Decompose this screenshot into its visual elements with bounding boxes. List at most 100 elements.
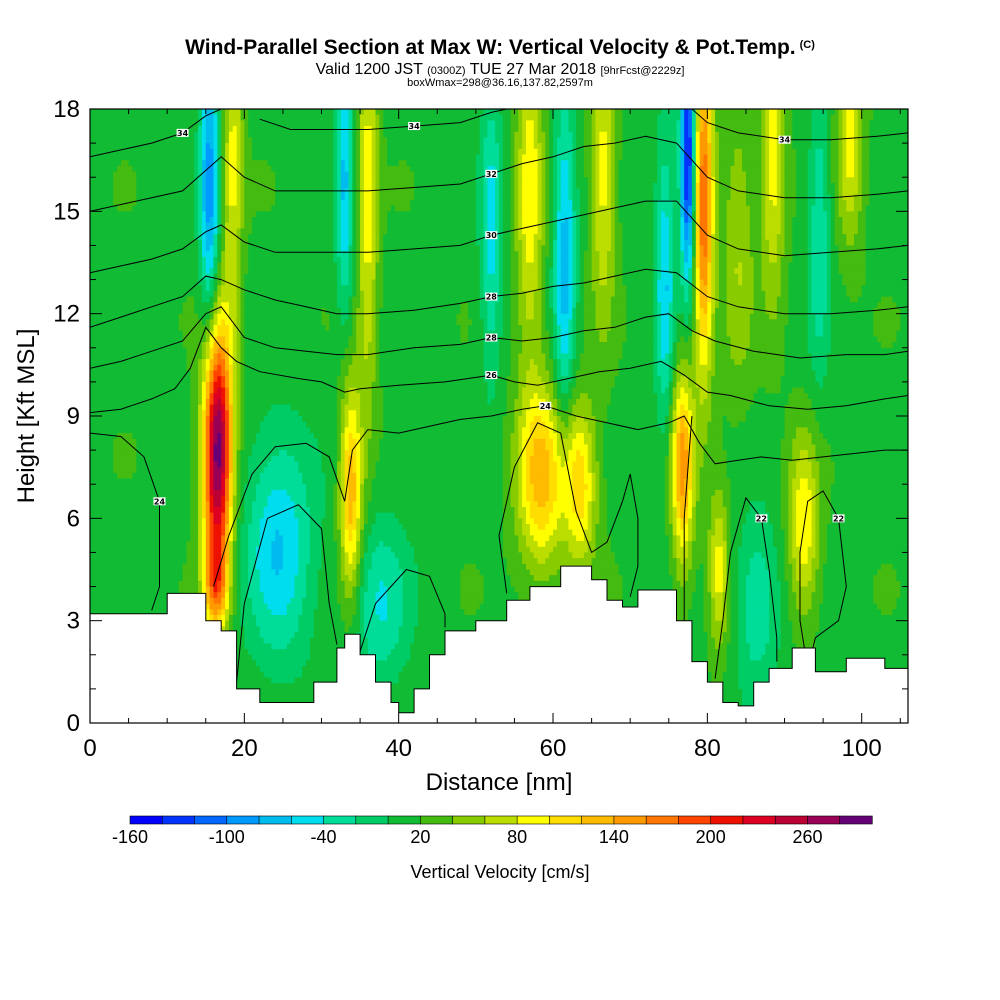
velocity-cell — [537, 217, 543, 224]
velocity-cell — [414, 177, 477, 184]
velocity-cell — [190, 421, 199, 428]
velocity-cell — [228, 410, 234, 417]
velocity-cell — [236, 364, 242, 372]
velocity-cell — [379, 182, 415, 190]
velocity-cell — [221, 438, 226, 446]
velocity-cell — [614, 279, 624, 286]
velocity-cell — [221, 393, 226, 400]
velocity-cell — [699, 302, 708, 309]
velocity-cell — [676, 154, 681, 161]
velocity-cell — [676, 126, 681, 133]
velocity-cell — [772, 524, 782, 531]
velocity-cell — [201, 296, 211, 303]
velocity-cell — [502, 205, 512, 212]
velocity-cell — [769, 194, 778, 201]
velocity-cell — [780, 472, 789, 480]
velocity-cell — [194, 228, 199, 235]
velocity-cell — [549, 467, 558, 474]
velocity-cell — [668, 262, 674, 269]
velocity-cell — [205, 467, 211, 474]
velocity-cell — [688, 472, 693, 480]
velocity-cell — [572, 222, 577, 229]
velocity-cell — [823, 313, 832, 320]
velocity-cell — [213, 495, 222, 502]
velocity-cell — [815, 410, 908, 417]
velocity-cell — [198, 109, 203, 116]
velocity-cell — [607, 143, 612, 150]
velocity-cell — [811, 279, 828, 286]
velocity-cell — [201, 217, 207, 224]
velocity-cell — [502, 296, 512, 303]
velocity-cell — [556, 404, 562, 411]
velocity-cell — [865, 234, 908, 241]
velocity-cell — [526, 444, 535, 451]
velocity-cell — [221, 154, 226, 161]
velocity-cell — [213, 472, 222, 480]
velocity-cell — [819, 467, 836, 474]
velocity-cell — [514, 205, 519, 212]
velocity-cell — [213, 438, 218, 446]
velocity-cell — [672, 228, 681, 235]
velocity-cell — [715, 131, 720, 139]
velocity-cell — [730, 518, 747, 525]
velocity-cell — [556, 347, 562, 355]
velocity-cell — [356, 239, 361, 247]
velocity-cell — [209, 404, 215, 411]
velocity-cell — [213, 512, 222, 519]
velocity-cell — [556, 262, 562, 269]
velocity-cell — [699, 120, 705, 127]
velocity-cell — [715, 518, 724, 525]
velocity-cell — [830, 290, 847, 298]
velocity-cell — [730, 501, 751, 508]
velocity-cell — [232, 450, 238, 457]
velocity-cell — [375, 512, 396, 519]
velocity-cell — [510, 336, 523, 343]
velocity-cell — [680, 211, 685, 218]
velocity-cell — [792, 489, 797, 497]
velocity-cell — [861, 160, 871, 167]
velocity-cell — [695, 319, 701, 326]
velocity-cell — [221, 194, 226, 201]
velocity-cell — [873, 109, 908, 116]
velocity-cell — [90, 421, 191, 428]
velocity-cell — [811, 222, 828, 229]
velocity-cell — [707, 234, 712, 241]
velocity-cell — [553, 131, 562, 139]
velocity-cell — [749, 251, 762, 258]
velocity-cell — [344, 535, 350, 542]
velocity-cell — [537, 199, 543, 207]
velocity-cell — [873, 319, 901, 326]
velocity-cell — [846, 205, 855, 212]
velocity-cell — [132, 165, 195, 173]
velocity-cell — [518, 228, 523, 235]
velocity-cell — [695, 410, 712, 417]
velocity-cell — [680, 182, 685, 190]
velocity-cell — [869, 126, 908, 133]
velocity-cell — [198, 359, 203, 366]
velocity-cell — [529, 524, 539, 531]
velocity-cell — [826, 245, 832, 252]
velocity-cell — [336, 109, 342, 116]
velocity-cell — [236, 370, 242, 377]
velocity-cell — [676, 325, 693, 332]
velocity-cell — [572, 217, 577, 224]
velocity-cell — [213, 245, 218, 252]
velocity-cell — [745, 171, 762, 178]
velocity-cell — [240, 290, 245, 298]
velocity-cell — [780, 273, 789, 281]
velocity-cell — [340, 234, 350, 241]
velocity-cell — [622, 126, 658, 133]
velocity-cell — [792, 234, 809, 241]
velocity-cell — [182, 330, 207, 338]
velocity-cell — [240, 165, 245, 173]
velocity-cell — [761, 165, 766, 173]
velocity-cell — [788, 290, 809, 298]
velocity-cell — [475, 199, 485, 207]
velocity-cell — [580, 268, 585, 275]
velocity-cell — [807, 455, 816, 463]
velocity-cell — [672, 256, 681, 264]
velocity-cell — [221, 427, 226, 434]
velocity-cell — [228, 143, 238, 150]
velocity-cell — [761, 137, 766, 144]
velocity-cell — [711, 268, 716, 275]
